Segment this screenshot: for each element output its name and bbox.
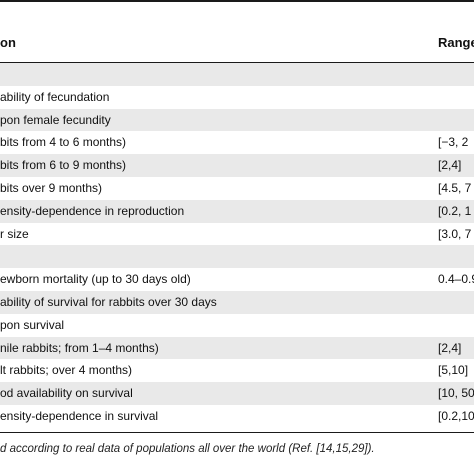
row-range: [2,4] [438, 340, 462, 355]
header-rule [0, 62, 474, 63]
table-row: lt rabbits; over 4 months) [5,10] [0, 359, 474, 382]
row-label: pon survival [0, 317, 65, 332]
row-label: bits from 6 to 9 months) [0, 158, 127, 173]
table-row: ability of survival for rabbits over 30 … [0, 290, 474, 314]
table-row: ensity-dependence in survival [0.2,10 [0, 405, 474, 428]
row-range: [10, 50 [438, 386, 474, 401]
header-range: Range [438, 35, 474, 50]
row-range: [4.5, 7 [438, 180, 472, 195]
top-rule [0, 0, 474, 2]
row-label: ability of fecundation [0, 89, 110, 104]
row-label: ensity-dependence in survival [0, 408, 159, 423]
table-row: ewborn mortality (up to 30 days old) 0.4–… [0, 268, 474, 291]
row-range: [0.2,10 [438, 408, 474, 423]
header-parameter: on [0, 35, 16, 50]
table-footnote: d according to real data of populations … [0, 443, 375, 455]
table-row: ensity-dependence in reproduction [0.2, 1 [0, 199, 474, 223]
table-row: bits from 6 to 9 months) [2,4] [0, 154, 474, 177]
table-row: pon female fecundity [0, 108, 474, 132]
row-range: [5,10] [438, 363, 469, 378]
row-label: r size [0, 226, 29, 241]
table-row: pon survival [0, 314, 474, 337]
table-body: ability of fecundation pon female fecundi… [0, 63, 474, 428]
row-range: [3.0, 7 [438, 226, 472, 241]
row-label: ensity-dependence in reproduction [0, 203, 185, 218]
table-row: bits over 9 months) [4.5, 7 [0, 177, 474, 200]
row-range: 0.4–0.9 [438, 272, 474, 287]
row-label: bits over 9 months) [0, 180, 103, 195]
table-row: od availability on survival [10, 50 [0, 382, 474, 405]
table-row [0, 63, 474, 86]
row-label: nile rabbits; from 1–4 months) [0, 340, 159, 355]
table-header: on Range [0, 22, 474, 62]
table-row [0, 245, 474, 269]
row-range: [−3, 2 [438, 135, 469, 150]
row-range: [0.2, 1 [438, 203, 472, 218]
bottom-rule [0, 432, 474, 433]
row-range: [2,4] [438, 158, 462, 173]
table-row: ability of fecundation [0, 86, 474, 109]
row-label: ability of survival for rabbits over 30 … [0, 294, 217, 309]
row-label: od availability on survival [0, 386, 133, 401]
row-label: bits from 4 to 6 months) [0, 135, 127, 150]
table-row: bits from 4 to 6 months) [−3, 2 [0, 131, 474, 154]
table-row: nile rabbits; from 1–4 months) [2,4] [0, 336, 474, 360]
row-label: pon female fecundity [0, 112, 111, 127]
row-label: ewborn mortality (up to 30 days old) [0, 272, 191, 287]
row-label: lt rabbits; over 4 months) [0, 363, 133, 378]
table-row: r size [3.0, 7 [0, 223, 474, 246]
